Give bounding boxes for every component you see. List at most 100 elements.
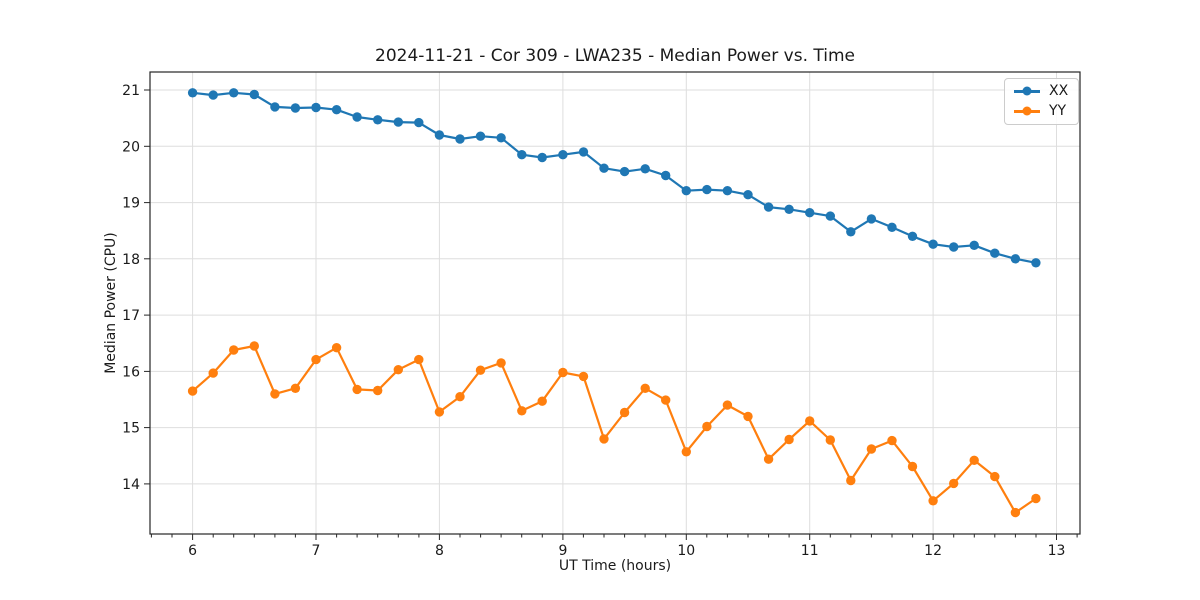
- data-point-YY: [784, 434, 794, 445]
- gridlines: [150, 72, 1080, 534]
- data-point-XX: [434, 130, 445, 140]
- data-point-YY: [887, 435, 897, 446]
- data-point-YY: [393, 365, 403, 375]
- data-point-XX: [640, 164, 650, 174]
- data-point-XX: [722, 186, 733, 196]
- data-point-XX: [805, 208, 815, 218]
- data-point-XX: [907, 231, 918, 241]
- svg-text:15: 15: [122, 421, 140, 437]
- data-point-YY: [311, 354, 321, 365]
- data-point-XX: [866, 214, 877, 224]
- data-point-XX: [1031, 258, 1041, 268]
- svg-text:6: 6: [188, 543, 197, 559]
- svg-text:16: 16: [122, 364, 140, 380]
- legend-label-yy: YY: [1049, 103, 1067, 119]
- data-point-YY: [1010, 507, 1021, 518]
- data-point-XX: [599, 163, 609, 173]
- tick-labels: 6 7 8 9 10 11 12 13 14 15 16 17 18 19 20 21: [122, 83, 1065, 559]
- legend: XX YY: [1004, 78, 1080, 125]
- data-point-XX: [270, 102, 280, 112]
- data-point-YY: [229, 345, 239, 355]
- svg-text:7: 7: [312, 543, 321, 559]
- data-point-XX: [331, 105, 342, 115]
- data-point-YY: [969, 455, 979, 465]
- x-axis-label: UT Time (hours): [558, 558, 672, 574]
- data-point-XX: [825, 211, 835, 221]
- data-point-XX: [969, 240, 979, 250]
- data-point-YY: [434, 407, 445, 417]
- data-point-YY: [763, 454, 774, 464]
- data-point-YY: [208, 368, 218, 378]
- data-point-YY: [517, 406, 527, 416]
- data-point-XX: [229, 88, 239, 98]
- y-axis-label: Median Power (CPU): [103, 232, 119, 374]
- data-point-YY: [331, 343, 342, 353]
- data-point-XX: [455, 134, 465, 144]
- svg-text:20: 20: [122, 139, 140, 155]
- data-point-YY: [537, 396, 547, 406]
- data-point-YY: [619, 407, 630, 418]
- data-point-XX: [208, 90, 218, 100]
- svg-text:17: 17: [122, 308, 140, 324]
- series-XX: [187, 88, 1041, 268]
- legend-line-marker-icon: [1014, 86, 1040, 97]
- svg-text:13: 13: [1048, 543, 1066, 559]
- data-point-YY: [578, 371, 589, 382]
- data-point-YY: [475, 365, 486, 375]
- data-point-XX: [949, 242, 959, 252]
- data-point-YY: [558, 367, 568, 378]
- data-point-YY: [805, 416, 815, 426]
- data-point-XX: [661, 170, 671, 181]
- data-point-XX: [393, 117, 403, 127]
- data-point-YY: [373, 385, 383, 396]
- data-point-XX: [373, 115, 383, 125]
- data-point-YY: [414, 354, 424, 365]
- data-point-YY: [928, 496, 938, 506]
- plot-spines: [149, 71, 1081, 535]
- data-point-XX: [558, 150, 568, 160]
- legend-item-yy: YY: [1014, 104, 1068, 118]
- data-point-XX: [681, 186, 691, 196]
- series-YY: [187, 341, 1041, 518]
- data-point-YY: [352, 384, 362, 395]
- legend-line-marker-icon: [1014, 106, 1040, 117]
- data-point-XX: [743, 190, 753, 200]
- data-point-YY: [722, 400, 733, 410]
- data-point-YY: [290, 383, 301, 393]
- data-point-YY: [270, 389, 280, 399]
- data-point-YY: [455, 392, 465, 402]
- data-point-YY: [866, 444, 877, 454]
- data-point-XX: [887, 222, 897, 232]
- data-point-YY: [743, 411, 753, 422]
- data-point-XX: [537, 152, 547, 163]
- svg-text:10: 10: [677, 543, 695, 559]
- data-point-XX: [517, 150, 527, 160]
- data-point-XX: [784, 204, 794, 214]
- data-point-XX: [763, 202, 774, 212]
- svg-text:12: 12: [924, 543, 942, 559]
- data-point-XX: [496, 133, 506, 143]
- data-point-XX: [475, 131, 486, 141]
- data-point-XX: [187, 88, 198, 98]
- data-point-XX: [414, 117, 424, 128]
- svg-text:21: 21: [122, 83, 140, 99]
- data-point-YY: [496, 358, 506, 368]
- data-point-YY: [990, 471, 1000, 482]
- data-point-YY: [661, 395, 671, 405]
- data-point-YY: [187, 386, 198, 396]
- svg-text:9: 9: [558, 543, 567, 559]
- data-point-XX: [1010, 254, 1021, 264]
- svg-text:11: 11: [801, 543, 819, 559]
- data-point-XX: [990, 248, 1000, 258]
- data-point-XX: [702, 184, 712, 195]
- data-point-YY: [949, 478, 959, 489]
- data-point-XX: [928, 239, 938, 249]
- data-point-XX: [846, 227, 856, 237]
- data-point-YY: [640, 383, 650, 393]
- legend-item-xx: XX: [1014, 84, 1068, 98]
- data-point-XX: [311, 102, 321, 113]
- svg-text:14: 14: [122, 477, 140, 493]
- data-point-XX: [619, 166, 630, 177]
